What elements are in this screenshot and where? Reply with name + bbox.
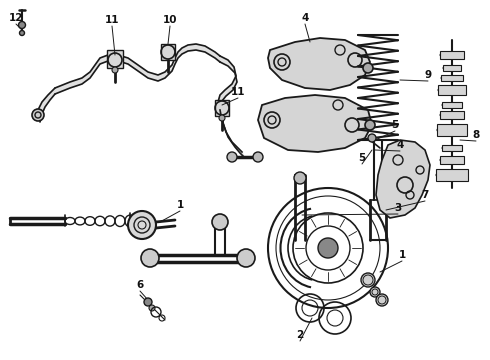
Text: 5: 5 [392, 120, 399, 130]
Polygon shape [440, 51, 464, 59]
Polygon shape [440, 156, 464, 164]
Circle shape [376, 294, 388, 306]
Polygon shape [220, 110, 244, 157]
Circle shape [237, 249, 255, 267]
Text: 12: 12 [9, 13, 23, 23]
Polygon shape [215, 100, 229, 116]
Polygon shape [107, 50, 123, 68]
Circle shape [219, 115, 225, 121]
Text: 9: 9 [424, 70, 432, 80]
Polygon shape [258, 95, 372, 152]
Circle shape [212, 214, 228, 230]
Text: 6: 6 [136, 280, 144, 290]
Text: 11: 11 [105, 15, 119, 25]
Circle shape [363, 63, 373, 73]
Circle shape [318, 238, 338, 258]
Circle shape [141, 249, 159, 267]
Circle shape [19, 22, 25, 28]
Circle shape [20, 31, 25, 36]
Polygon shape [437, 124, 467, 136]
Text: 4: 4 [301, 13, 309, 23]
Text: 10: 10 [163, 15, 177, 25]
Circle shape [112, 67, 118, 73]
Circle shape [361, 273, 375, 287]
Polygon shape [443, 65, 461, 71]
Polygon shape [442, 102, 462, 108]
Text: 2: 2 [296, 330, 304, 340]
Text: 5: 5 [358, 153, 366, 163]
Text: 11: 11 [231, 87, 245, 97]
Circle shape [365, 120, 375, 130]
Circle shape [370, 287, 380, 297]
Polygon shape [55, 44, 220, 94]
Circle shape [253, 152, 263, 162]
Circle shape [149, 305, 155, 311]
Polygon shape [442, 145, 462, 151]
Polygon shape [441, 75, 463, 81]
Circle shape [128, 211, 156, 239]
Text: 8: 8 [472, 130, 480, 140]
Text: 1: 1 [176, 200, 184, 210]
Text: 3: 3 [394, 203, 402, 213]
Polygon shape [438, 85, 466, 95]
Polygon shape [36, 88, 55, 122]
Circle shape [368, 134, 376, 142]
Circle shape [227, 152, 237, 162]
Text: 1: 1 [398, 250, 406, 260]
Polygon shape [161, 44, 175, 60]
Polygon shape [376, 140, 430, 218]
Polygon shape [218, 56, 237, 116]
Polygon shape [440, 111, 464, 119]
Polygon shape [436, 169, 468, 181]
Circle shape [144, 298, 152, 306]
Polygon shape [268, 38, 370, 90]
Circle shape [32, 109, 44, 121]
Circle shape [294, 172, 306, 184]
Text: 4: 4 [396, 140, 404, 150]
Text: 7: 7 [421, 190, 429, 200]
